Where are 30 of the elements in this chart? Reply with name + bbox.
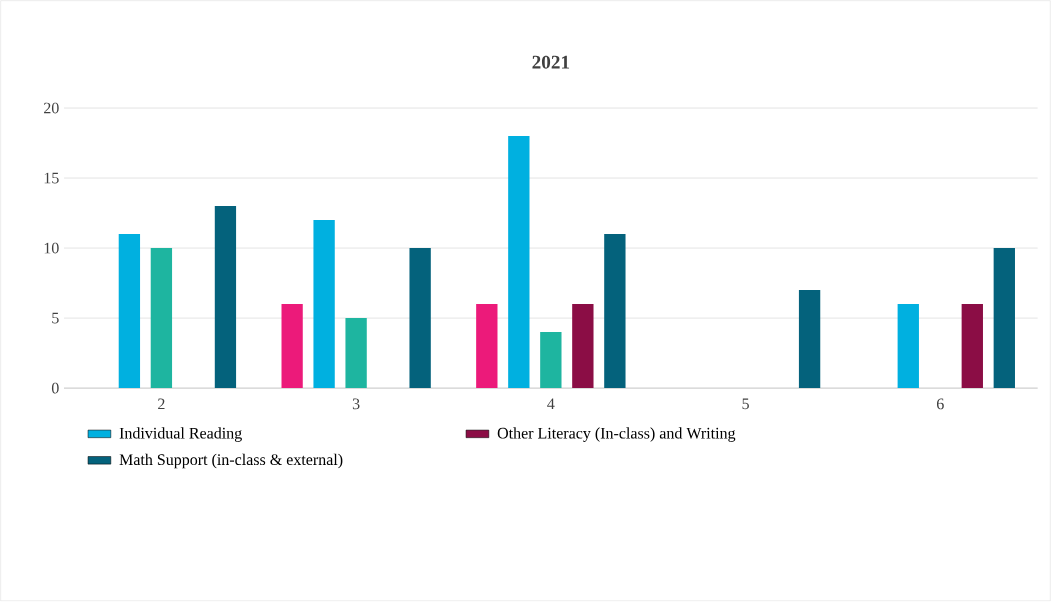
bar (118, 234, 141, 389)
x-tick-label: 4 (547, 398, 555, 410)
bar (150, 248, 173, 389)
chart-title: 2021 (532, 55, 570, 69)
y-tick-label: 5 (52, 313, 59, 324)
bar (409, 248, 431, 389)
x-tick-label: 5 (742, 398, 749, 410)
legend-label: Other Literacy (In-class) and Writing (497, 427, 736, 443)
bar (313, 220, 335, 389)
bar (993, 248, 1015, 389)
bar (798, 290, 821, 389)
bar (897, 304, 919, 389)
bar (281, 304, 303, 389)
x-tick-label: 2 (158, 398, 165, 410)
legend-label: Individual Reading (119, 427, 242, 443)
bar (214, 206, 237, 389)
y-tick-label: 15 (44, 172, 59, 184)
y-tick-label: 20 (44, 102, 59, 114)
bar (572, 304, 594, 389)
x-tick-label: 3 (352, 398, 360, 410)
bar (476, 304, 498, 389)
bar (508, 136, 530, 389)
legend-label: Math Support (in-class & external) (119, 454, 343, 469)
y-tick-label: 10 (44, 242, 59, 254)
bar (540, 332, 562, 389)
bar (345, 318, 367, 389)
x-tick-label: 6 (936, 398, 944, 410)
bar (604, 234, 626, 389)
y-tick-label: 0 (51, 382, 59, 394)
bar (961, 304, 983, 389)
